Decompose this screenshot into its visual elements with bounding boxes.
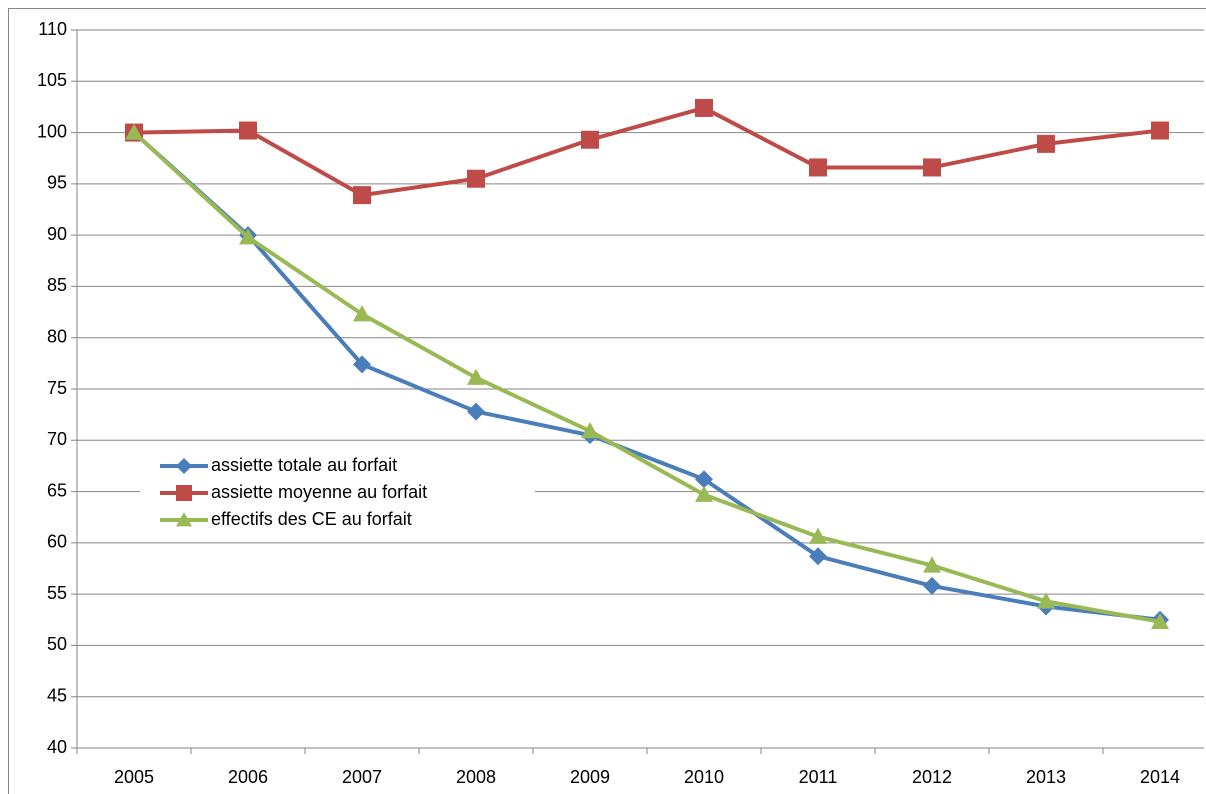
y-tick-label: 75 (47, 378, 67, 398)
data-point (353, 305, 371, 322)
data-point (1037, 592, 1055, 609)
x-tick-label: 2012 (912, 767, 952, 787)
y-tick-label: 100 (37, 121, 67, 141)
y-tick-label: 70 (47, 429, 67, 449)
legend-marker (176, 485, 192, 501)
chart-frame (8, 8, 1206, 794)
legend-marker (176, 512, 192, 527)
data-point (809, 547, 827, 566)
x-tick-label: 2014 (1140, 767, 1180, 787)
y-tick-label: 45 (47, 685, 67, 705)
y-tick-label: 80 (47, 326, 67, 346)
legend-label: effectifs des CE au forfait (211, 509, 412, 529)
data-point (239, 228, 257, 245)
y-tick-label: 90 (47, 224, 67, 244)
data-point (809, 527, 827, 544)
data-point (923, 158, 941, 177)
y-tick-label: 95 (47, 173, 67, 193)
y-tick-label: 40 (47, 737, 67, 757)
legend-label: assiette moyenne au forfait (211, 482, 427, 502)
data-point (353, 355, 371, 374)
data-point (581, 422, 599, 439)
data-point (923, 556, 941, 573)
x-tick-label: 2006 (228, 767, 268, 787)
data-point (1151, 121, 1169, 140)
data-point (1151, 612, 1169, 630)
x-tick-label: 2007 (342, 767, 382, 787)
data-point (809, 158, 827, 177)
data-point (353, 186, 371, 205)
data-point (695, 470, 713, 489)
data-point (695, 485, 713, 502)
data-point (581, 130, 599, 149)
data-point (239, 121, 257, 140)
y-tick-label: 55 (47, 583, 67, 603)
y-tick-label: 60 (47, 532, 67, 552)
data-point (695, 98, 713, 117)
x-tick-label: 2005 (114, 767, 154, 787)
y-tick-label: 50 (47, 634, 67, 654)
x-tick-label: 2010 (684, 767, 724, 787)
y-tick-label: 65 (47, 480, 67, 500)
y-tick-label: 110 (38, 19, 67, 39)
data-point (467, 402, 485, 421)
series-line (132, 131, 1161, 624)
data-point (467, 169, 485, 188)
y-tick-label: 105 (37, 70, 67, 90)
series-line (133, 105, 1161, 198)
x-tick-label: 2011 (799, 767, 838, 787)
legend-marker (176, 458, 192, 474)
legend-label: assiette totale au forfait (211, 455, 397, 475)
data-point (467, 368, 485, 385)
data-point (125, 123, 143, 140)
series-line (132, 131, 1161, 622)
y-tick-label: 85 (47, 275, 67, 295)
x-tick-label: 2008 (456, 767, 496, 787)
data-point (1037, 134, 1055, 153)
x-tick-label: 2009 (570, 767, 610, 787)
x-tick-label: 2013 (1026, 767, 1066, 787)
data-point (923, 576, 941, 595)
